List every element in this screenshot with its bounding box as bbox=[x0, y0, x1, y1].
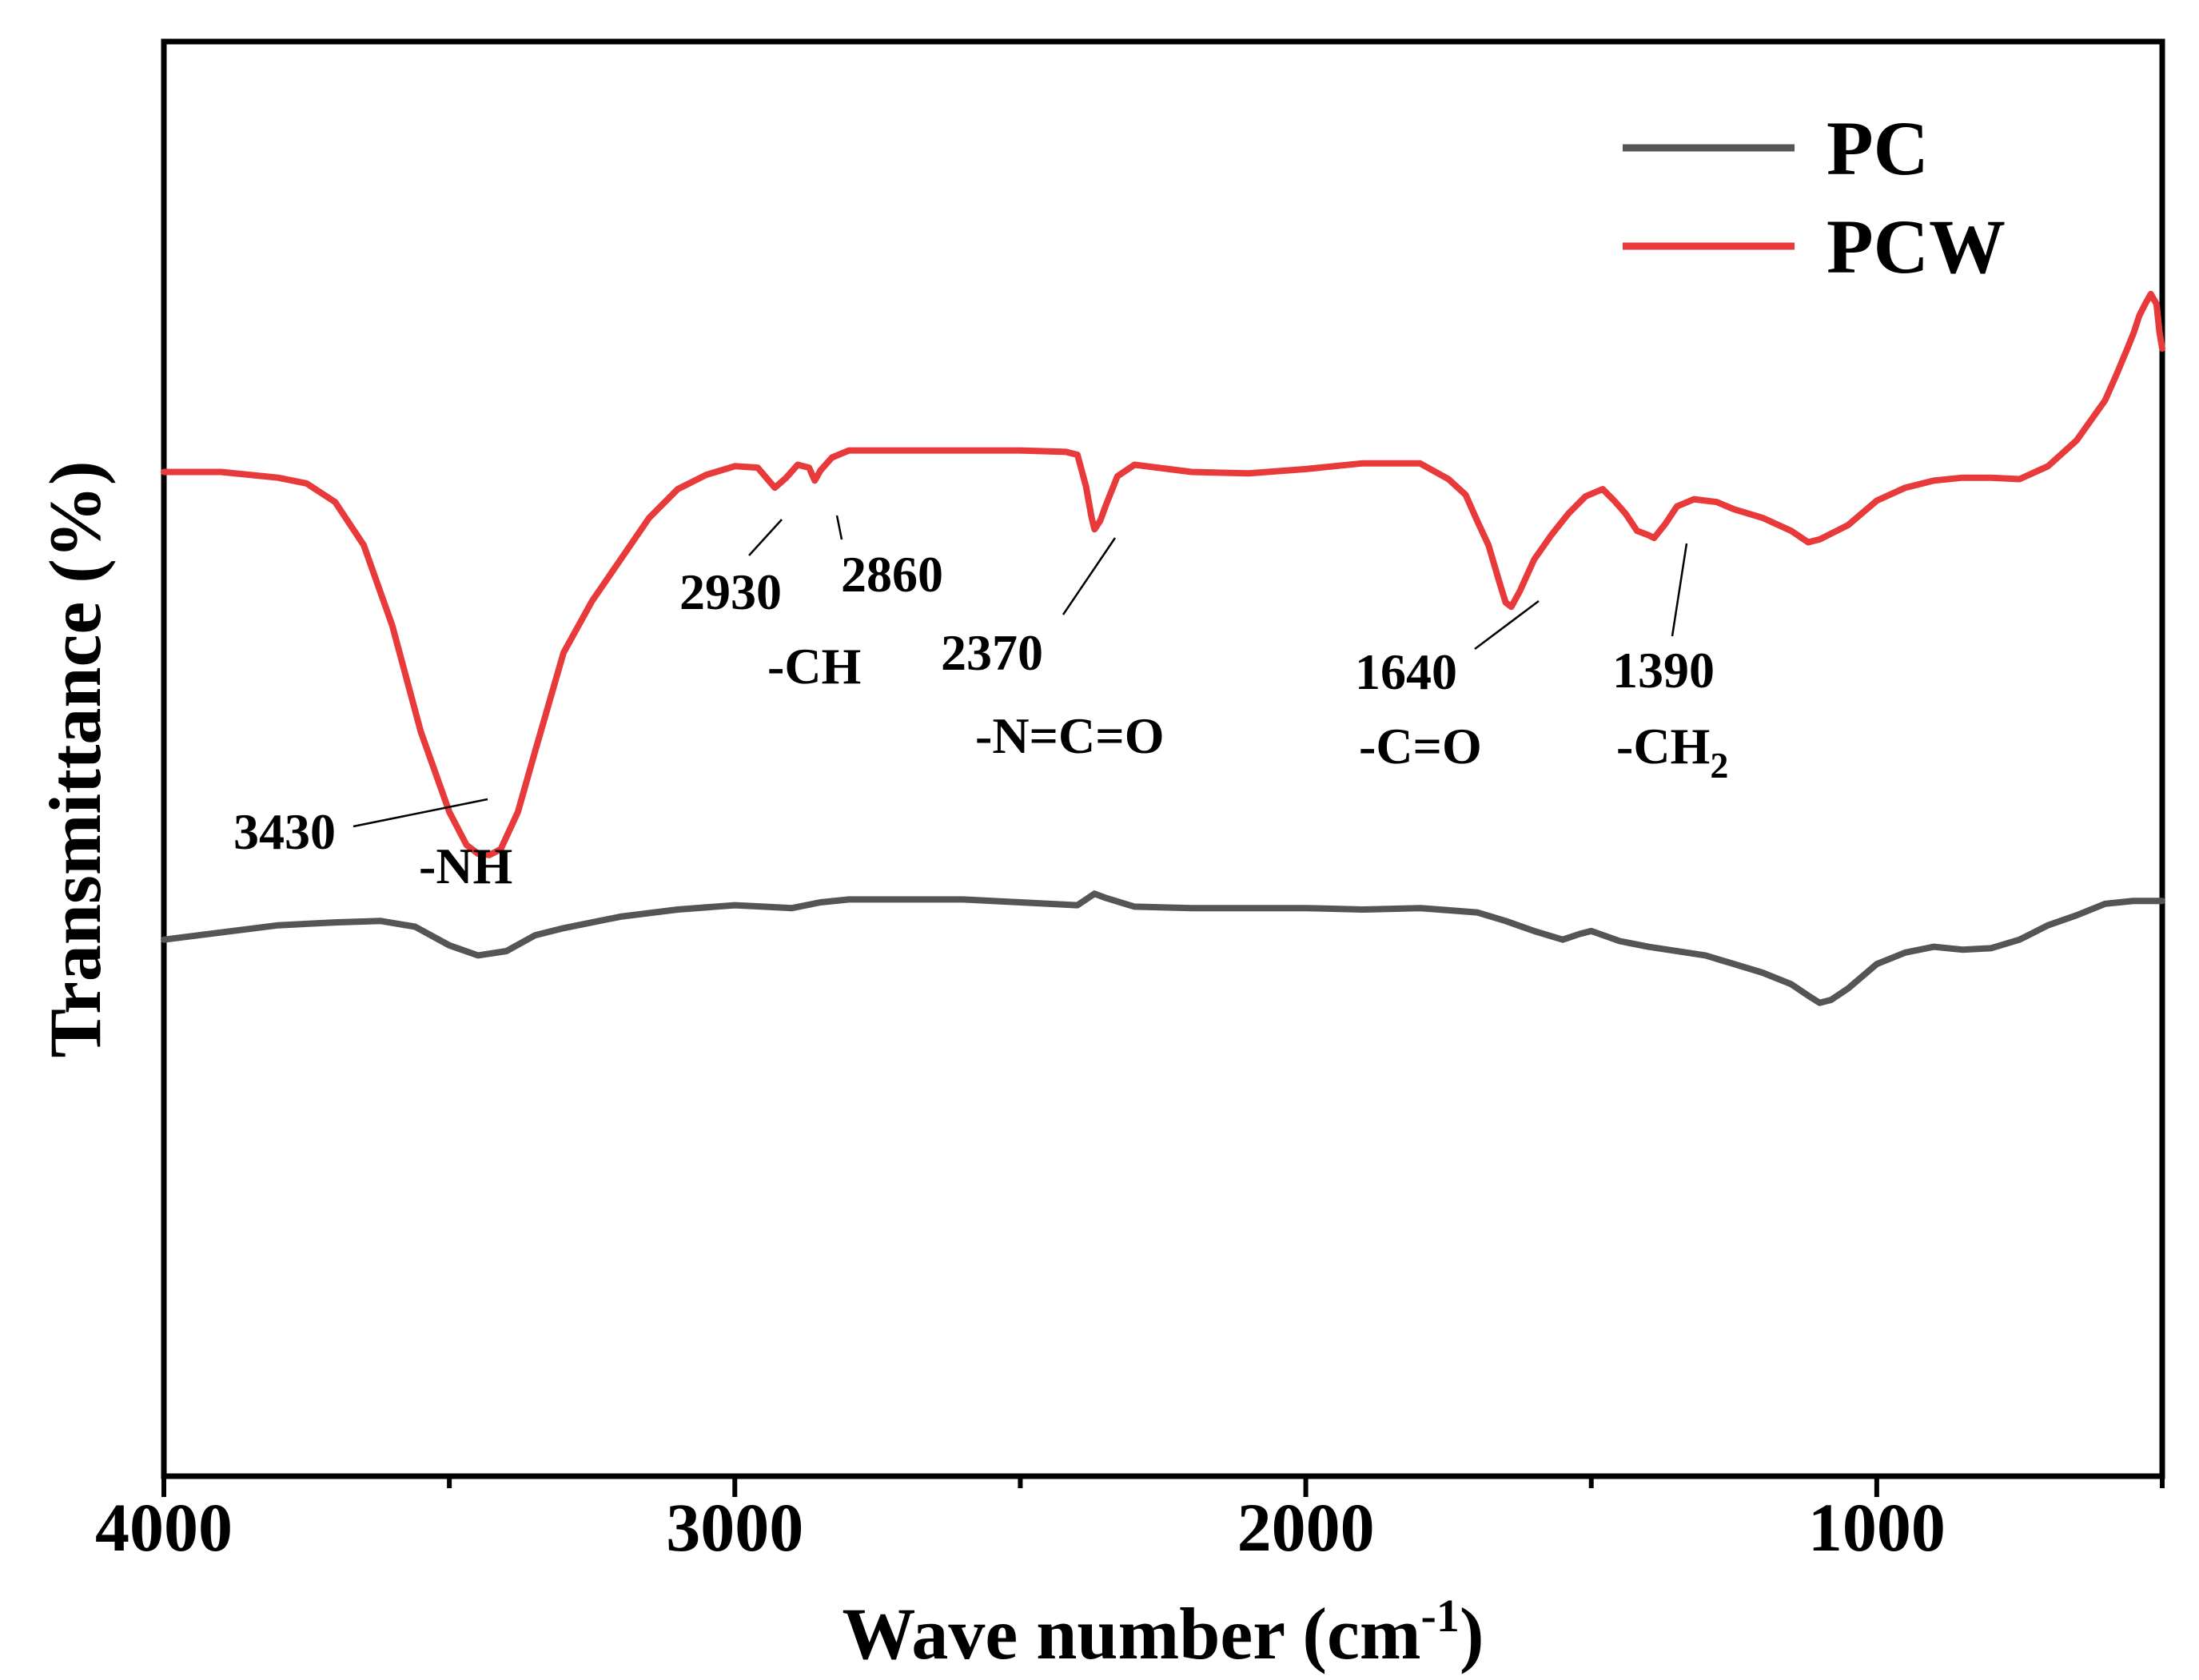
leader-line-2930 bbox=[748, 519, 783, 556]
peak-label-3430: 3430 bbox=[233, 803, 336, 860]
x-axis-ticks: 4000 3000 2000 1000 bbox=[95, 1476, 2165, 1566]
leader-line-2860 bbox=[835, 515, 843, 540]
legend-label-pcw: PCW bbox=[1827, 204, 2006, 289]
group-label-ch2: -CH2 bbox=[1616, 718, 1728, 786]
plot-frame bbox=[161, 38, 2165, 1479]
group-label-co: -C=O bbox=[1359, 718, 1482, 774]
x-tick-label-2000: 2000 bbox=[1237, 1489, 1375, 1566]
series-layer bbox=[161, 290, 2165, 1006]
group-label-nh: -NH bbox=[419, 838, 512, 894]
leader-line-3430 bbox=[353, 798, 488, 828]
group-label-ch2-main: -CH bbox=[1616, 718, 1710, 774]
x-tick-label-1000: 1000 bbox=[1808, 1489, 1946, 1566]
y-axis-title: Transmittance (%) bbox=[34, 461, 116, 1058]
leader-line-1390 bbox=[1671, 543, 1688, 637]
peak-label-1390: 1390 bbox=[1612, 642, 1715, 699]
peak-label-2930: 2930 bbox=[679, 563, 782, 620]
peak-annotations: 3430 -NH 2930 -CH 2860 2370 -N=C=O 1640 … bbox=[233, 515, 1728, 894]
peak-label-1640: 1640 bbox=[1355, 643, 1457, 700]
group-label-ch2-sub: 2 bbox=[1710, 745, 1728, 786]
legend-label-pc: PC bbox=[1827, 105, 1929, 191]
leader-line-2370 bbox=[1062, 537, 1117, 615]
peak-label-2860: 2860 bbox=[841, 546, 943, 603]
peak-label-2370: 2370 bbox=[941, 624, 1043, 681]
group-label-nco: -N=C=O bbox=[975, 707, 1164, 764]
x-axis-title-sup: -1 bbox=[1421, 1590, 1460, 1642]
leader-line-1640 bbox=[1474, 600, 1540, 650]
series-line-pc bbox=[161, 890, 2165, 1006]
legend: PC PCW bbox=[1623, 105, 2006, 289]
group-label-ch: -CH bbox=[767, 638, 861, 695]
x-axis-title-main: Wave number (cm bbox=[843, 1593, 1421, 1674]
x-tick-label-3000: 3000 bbox=[666, 1489, 803, 1566]
x-tick-label-4000: 4000 bbox=[95, 1489, 233, 1566]
series-line-pcw bbox=[161, 290, 2165, 858]
x-axis-title-end: ) bbox=[1460, 1593, 1484, 1674]
x-axis-title: Wave number (cm-1) bbox=[843, 1590, 1484, 1674]
